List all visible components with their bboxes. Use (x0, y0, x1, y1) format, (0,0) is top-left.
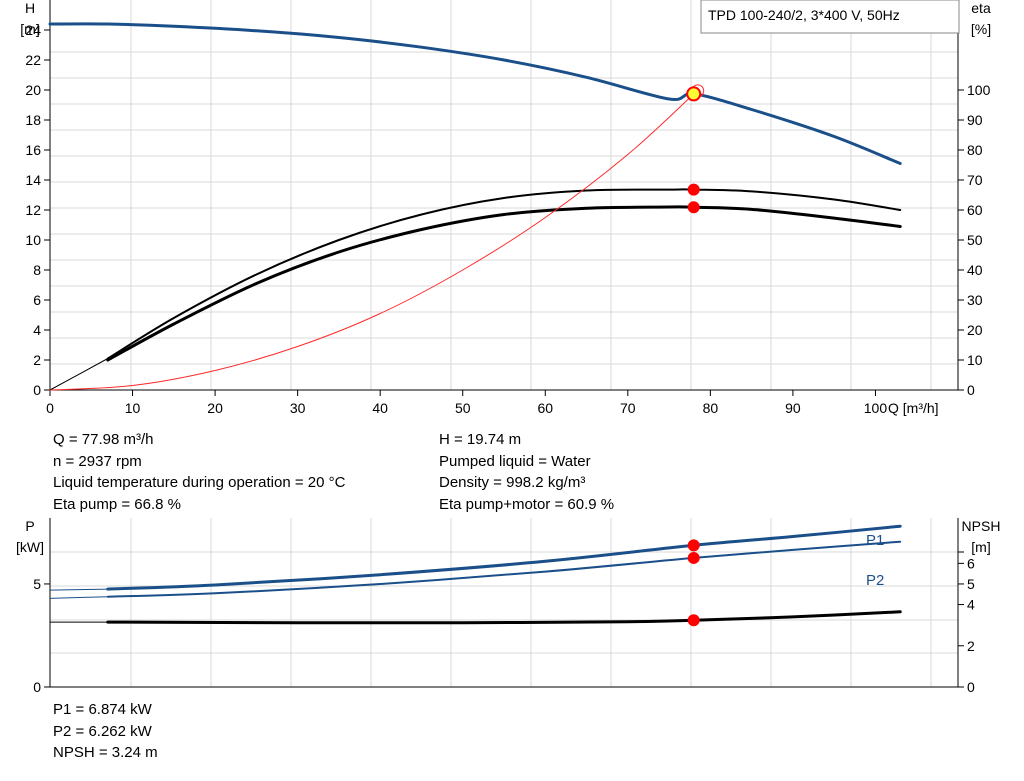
operating-point-marker (687, 183, 700, 196)
y-axis-unit: [m] (20, 21, 39, 37)
y-tick-label: 18 (25, 112, 41, 128)
y2-tick-label: 90 (967, 112, 983, 128)
curve-p1 (106, 524, 902, 591)
x-axis-title: Q [m³/h] (888, 400, 939, 416)
npsh-readout: NPSH = 3.24 m (53, 744, 158, 761)
y2-tick-label: 10 (967, 352, 983, 368)
curve-p2 (106, 540, 902, 598)
y2-tick-label: 30 (967, 292, 983, 308)
pumped-liquid-readout: Pumped liquid = Water (439, 452, 591, 470)
curve-npsh (106, 610, 902, 625)
x-tick-label: 80 (703, 400, 719, 416)
y2-tick-label: 40 (967, 262, 983, 278)
eta-pump-motor-readout: Eta pump+motor = 60.9 % (439, 495, 615, 513)
x-tick-label: 10 (125, 400, 141, 416)
series-label-p1: P1 (866, 532, 884, 549)
duty-info-bottom: P1 = 6.874 kW P2 = 6.262 kW NPSH = 3.24 … (53, 699, 158, 764)
y-tick-label: 8 (33, 262, 41, 278)
y-tick-label: 0 (33, 679, 41, 695)
x-tick-label: 0 (46, 400, 54, 416)
y2-tick-label: 0 (967, 382, 975, 398)
y2-axis-unit: [%] (971, 21, 991, 37)
head-readout: H = 19.74 m (439, 431, 522, 448)
y2-axis-title: eta (971, 0, 991, 16)
y-tick-label: 0 (33, 382, 41, 398)
y-tick-label: 20 (25, 82, 41, 98)
y2-tick-label: 2 (967, 638, 975, 654)
y-tick-label: 6 (33, 292, 41, 308)
flow-readout: Q = 77.98 m³/h (53, 431, 154, 448)
y2-axis-title: NPSH (962, 518, 1001, 534)
y2-tick-label: 6 (967, 555, 975, 571)
duty-info-right: H = 19.74 m Pumped liquid = Water Densit… (439, 429, 614, 515)
y-axis-unit: [kW] (16, 539, 44, 555)
y2-tick-label: 50 (967, 232, 983, 248)
curve-eta-extension (49, 358, 109, 391)
x-tick-label: 50 (455, 400, 471, 416)
curve-extension (49, 596, 108, 599)
series-label-p2: P2 (866, 572, 884, 589)
curve-eta-pump-motor (106, 205, 902, 362)
y2-tick-label: 0 (967, 679, 975, 695)
curve-eta-pump (106, 188, 902, 360)
duty-point-marker (686, 86, 702, 102)
p1-readout: P1 = 6.874 kW (53, 701, 152, 718)
model-label-box (700, 0, 960, 34)
y2-tick-label: 70 (967, 172, 983, 188)
x-tick-label: 40 (372, 400, 388, 416)
y-tick-label: 16 (25, 142, 41, 158)
y2-tick-label: 4 (967, 597, 975, 613)
y2-axis-unit: [m] (971, 539, 990, 555)
y2-tick-label: 100 (967, 82, 991, 98)
curve-extension (49, 588, 108, 591)
y-axis-title: P (25, 518, 34, 534)
x-tick-label: 20 (207, 400, 223, 416)
eta-pump-readout: Eta pump = 66.8 % (53, 495, 181, 513)
density-readout: Density = 998.2 kg/m³ (439, 474, 586, 491)
power-npsh-panel: 0 5 0 2 4 5 6 P [kW] NPSH [m] P1 P2 (16, 518, 1000, 695)
liquid-temperature-readout: Liquid temperature during operation = 20… (53, 474, 346, 491)
duty-info-left: Q = 77.98 m³/h n = 2937 rpm Liquid tempe… (53, 429, 345, 515)
y-tick-label: 14 (25, 172, 41, 188)
x-tick-label: 70 (620, 400, 636, 416)
y-tick-label: 24 (25, 22, 41, 38)
x-tick-label: 90 (785, 400, 801, 416)
x-tick-label: 100 (864, 400, 888, 416)
speed-readout: n = 2937 rpm (53, 452, 142, 470)
p2-readout: P2 = 6.262 kW (53, 722, 152, 740)
y2-tick-label: 60 (967, 202, 983, 218)
y-tick-label: 5 (33, 576, 41, 592)
y2-tick-label: 5 (967, 576, 975, 592)
head-efficiency-panel: 0246810121416182022240102030405060708090… (20, 0, 991, 416)
y-axis-title: H (25, 0, 35, 16)
curve-system (49, 93, 695, 391)
y-tick-label: 2 (33, 352, 41, 368)
operating-point-marker (687, 551, 700, 564)
y-tick-label: 22 (25, 52, 41, 68)
y2-tick-label: 20 (967, 322, 983, 338)
y-tick-label: 12 (25, 202, 41, 218)
operating-point-marker (687, 539, 700, 552)
operating-point-marker (687, 614, 700, 627)
y2-tick-label: 80 (967, 142, 983, 158)
y-tick-label: 10 (25, 232, 41, 248)
model-label: TPD 100-240/2, 3*400 V, 50Hz (708, 7, 900, 23)
x-tick-label: 60 (537, 400, 553, 416)
operating-point-marker (687, 201, 700, 214)
y-tick-label: 4 (33, 322, 41, 338)
curve-head (48, 22, 902, 165)
x-tick-label: 30 (290, 400, 306, 416)
